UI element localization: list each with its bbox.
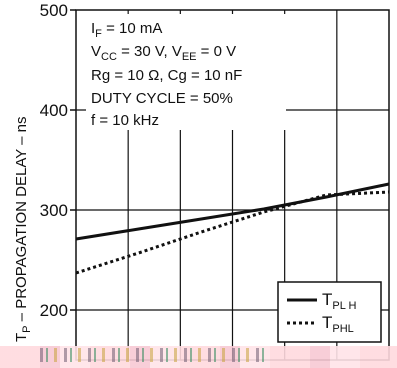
series-line-tphl [75, 190, 390, 275]
y-tick-label: 500 [40, 1, 68, 20]
test-conditions: IF = 10 mA VCC = 30 V, VEE = 0 V Rg = 10… [91, 20, 242, 129]
condition-vcc-vee: VCC = 30 V, VEE = 0 V [91, 43, 236, 63]
legend-label-tphl: TPHL [322, 313, 354, 335]
image-artifact-noise [40, 348, 270, 362]
legend-label-tplh: TPL H [322, 290, 356, 312]
y-axis-label-sub: P [21, 325, 33, 332]
y-tick-label: 300 [40, 201, 68, 220]
legend: TPL H TPHL [277, 281, 382, 343]
y-tick-label: 400 [40, 101, 68, 120]
y-axis-label-main: T [13, 333, 30, 342]
condition-if: IF = 10 mA [91, 20, 162, 40]
condition-frequency: f = 10 kHz [91, 112, 159, 129]
conditions-box [86, 14, 286, 130]
condition-rg-cg: Rg = 10 Ω, Cg = 10 nF [91, 67, 242, 84]
y-tick-label: 200 [40, 301, 68, 320]
legend-box [277, 281, 382, 343]
condition-duty-cycle: DUTY CYCLE = 50% [91, 90, 233, 107]
y-tick-labels: 200 300 400 500 [40, 1, 68, 320]
y-axis-label: TP – PROPAGATION DELAY – ns [13, 117, 33, 342]
y-axis-label-rest: – PROPAGATION DELAY – ns [13, 117, 30, 326]
data-series [75, 182, 390, 275]
